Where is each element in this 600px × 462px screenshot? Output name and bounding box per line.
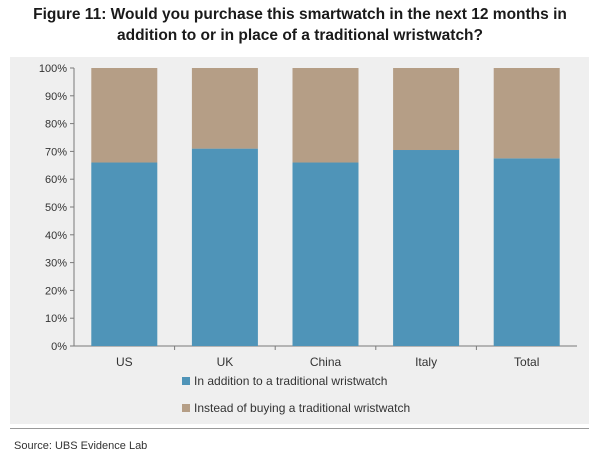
source-note: Source: UBS Evidence Lab — [14, 440, 148, 452]
bar-segment-addition — [393, 150, 460, 346]
y-tick-label: 30% — [45, 258, 67, 270]
x-category-label: US — [116, 355, 133, 369]
bar-segment-instead — [493, 68, 560, 159]
y-tick-label: 40% — [45, 230, 67, 242]
figure-title-line-1: Figure 11: Would you purchase this smart… — [33, 6, 567, 23]
legend-swatch-instead — [182, 404, 190, 412]
y-tick-label: 50% — [45, 202, 67, 214]
x-category-label: China — [310, 355, 342, 369]
x-category-label: Total — [514, 355, 539, 369]
y-tick-label: 10% — [45, 313, 67, 325]
bar-segment-instead — [191, 68, 258, 149]
bar-segment-instead — [393, 68, 460, 151]
legend-swatch-addition — [182, 377, 190, 385]
bar-segment-addition — [292, 162, 359, 346]
legend-label-instead: Instead of buying a traditional wristwat… — [194, 401, 410, 415]
stacked-bar-chart: 0% 10% 20% 30% 40% 50% 60% 70% 80% 90% 100% US UK Chi… — [39, 63, 577, 415]
bar-segment-addition — [91, 162, 158, 346]
y-tick-label: 70% — [45, 146, 67, 158]
bar-segment-addition — [191, 148, 258, 346]
x-category-label: Italy — [415, 355, 437, 369]
bar-segment-addition — [493, 158, 560, 346]
y-tick-label: 100% — [39, 63, 67, 75]
y-tick-label: 60% — [45, 174, 67, 186]
y-tick-label: 20% — [45, 285, 67, 297]
bar-segment-instead — [292, 68, 359, 163]
y-tick-label: 0% — [51, 341, 67, 353]
figure-title-line-2: addition to or in place of a traditional… — [117, 27, 483, 44]
y-tick-label: 80% — [45, 119, 67, 131]
figure-title: Figure 11: Would you purchase this smart… — [0, 4, 600, 46]
bar-segment-instead — [91, 68, 158, 163]
y-tick-label: 90% — [45, 91, 67, 103]
footer-divider — [10, 428, 589, 429]
legend-label-addition: In addition to a traditional wristwatch — [194, 374, 387, 388]
x-category-label: UK — [217, 355, 234, 369]
